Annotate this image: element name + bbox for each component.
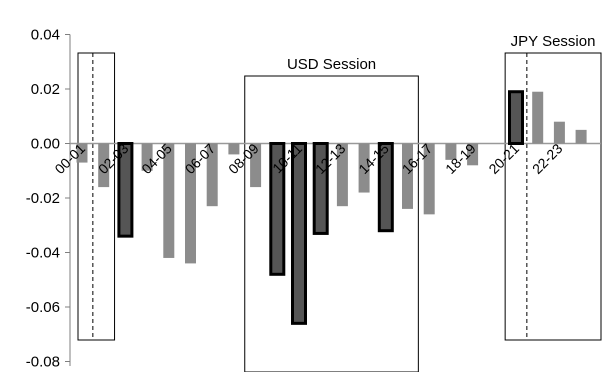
y-tick-label: -0.04 — [26, 245, 60, 262]
bar-highlighted — [508, 90, 524, 145]
bar — [532, 91, 544, 144]
y-tick-label: -0.08 — [26, 354, 60, 371]
bar — [358, 143, 370, 193]
bar — [206, 143, 218, 207]
session-box — [77, 52, 116, 341]
session-boxes — [77, 52, 602, 372]
bar — [336, 143, 348, 207]
bar — [228, 143, 240, 155]
bar-highlighted — [291, 142, 307, 325]
bar-highlighted — [117, 142, 134, 238]
bar — [402, 143, 413, 209]
bar — [185, 143, 196, 264]
bar — [445, 143, 457, 160]
session-box — [244, 75, 419, 372]
bar — [141, 143, 153, 171]
session-label: JPY Session — [511, 33, 596, 50]
bar — [553, 121, 565, 144]
y-tick-label: 0.02 — [31, 81, 60, 98]
bar-highlighted — [312, 142, 329, 235]
x-category-label: 22-23 — [529, 140, 566, 177]
y-tick-label: -0.06 — [26, 299, 60, 316]
bar — [250, 143, 262, 188]
session-box — [504, 52, 602, 341]
y-tick-label: -0.02 — [26, 190, 60, 207]
bar — [76, 143, 88, 163]
bar-highlighted — [377, 142, 394, 233]
session-label: USD Session — [287, 56, 376, 73]
bars — [76, 90, 587, 325]
y-tick-label: 0.04 — [31, 27, 60, 44]
bar — [98, 143, 110, 188]
y-axis: 0.04 0.02 0.00 -0.02 -0.04 -0.06 -0.08 — [26, 27, 601, 371]
x-category-label: 20-21 — [485, 140, 522, 177]
y-tick-label: 0.00 — [31, 136, 60, 153]
bar — [423, 143, 435, 215]
bar — [575, 129, 587, 144]
bar — [163, 143, 175, 258]
bar — [467, 143, 479, 166]
bar-highlighted — [269, 142, 286, 276]
session-labels: USD Session JPY Session — [287, 33, 596, 73]
